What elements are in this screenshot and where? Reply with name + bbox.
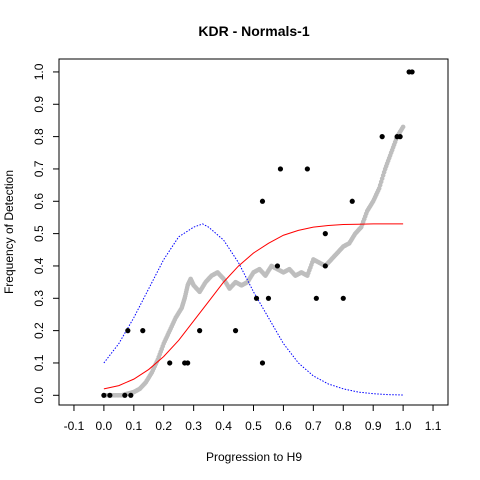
x-tick-label: -0.1	[64, 419, 85, 433]
x-axis: -0.1 0.0 0.1 0.2 0.3 0.4 0.5 0.6 0.7 0.8 0.9 1.0 1.1	[64, 405, 442, 433]
x-tick-label: 0.7	[305, 419, 322, 433]
x-tick-label: 0.8	[335, 419, 352, 433]
data-point	[122, 392, 128, 398]
y-tick-label: 0.9	[32, 96, 46, 113]
data-point	[101, 392, 107, 398]
data-point	[313, 295, 319, 301]
x-tick-label: 1.0	[395, 419, 412, 433]
data-point	[265, 295, 272, 301]
chart-title: KDR - Normals-1	[198, 23, 309, 39]
y-axis: 0.0 0.1 0.2 0.3 0.4 0.5 0.6 0.7 0.8 0.9 1.0	[32, 63, 59, 404]
data-point	[259, 198, 266, 204]
data-point	[232, 328, 239, 334]
moving-average-series	[101, 124, 406, 398]
y-tick-label: 0.1	[32, 354, 46, 371]
y-tick-label: 1.0	[32, 63, 46, 80]
data-point	[185, 360, 191, 366]
data-point	[107, 392, 113, 398]
y-tick-label: 0.8	[32, 128, 46, 145]
x-tick-label: 0.9	[365, 419, 382, 433]
data-point	[167, 360, 173, 366]
y-tick-label: 0.7	[32, 160, 46, 177]
x-tick-label: 1.1	[425, 419, 442, 433]
data-point	[197, 328, 203, 334]
y-tick-label: 0.2	[32, 322, 46, 339]
x-tick-label: 0.6	[275, 419, 292, 433]
data-point	[140, 328, 146, 334]
data-point	[322, 231, 328, 237]
x-tick-label: 0.5	[245, 419, 262, 433]
data-points-series	[101, 69, 415, 398]
y-tick-label: 0.6	[32, 193, 46, 210]
data-point	[277, 166, 284, 172]
data-point	[274, 263, 281, 269]
density-curve	[103, 223, 404, 396]
data-point	[322, 263, 328, 269]
x-tick-label: 0.4	[215, 419, 232, 433]
x-tick-label: 0.3	[185, 419, 202, 433]
data-point	[379, 134, 385, 140]
y-tick-label: 0.4	[32, 257, 46, 274]
y-axis-title: Frequency of Detection	[2, 170, 16, 294]
x-axis-title: Progression to H9	[206, 450, 302, 464]
data-point	[397, 134, 403, 140]
plot-area	[101, 69, 415, 398]
y-tick-label: 0.3	[32, 290, 46, 307]
x-tick-label: 0.0	[96, 419, 113, 433]
data-point	[349, 198, 355, 204]
data-point	[128, 392, 134, 398]
y-tick-label: 0.5	[32, 225, 46, 242]
data-point	[253, 295, 260, 301]
data-point	[340, 295, 346, 301]
x-tick-label: 0.2	[155, 419, 172, 433]
data-point	[259, 360, 266, 366]
data-point	[125, 328, 131, 334]
data-point	[304, 166, 310, 172]
x-tick-label: 0.1	[125, 419, 142, 433]
data-point	[409, 69, 415, 75]
fitted-curve	[103, 223, 404, 390]
y-tick-label: 0.0	[32, 387, 46, 404]
moving-average-point	[400, 124, 406, 130]
